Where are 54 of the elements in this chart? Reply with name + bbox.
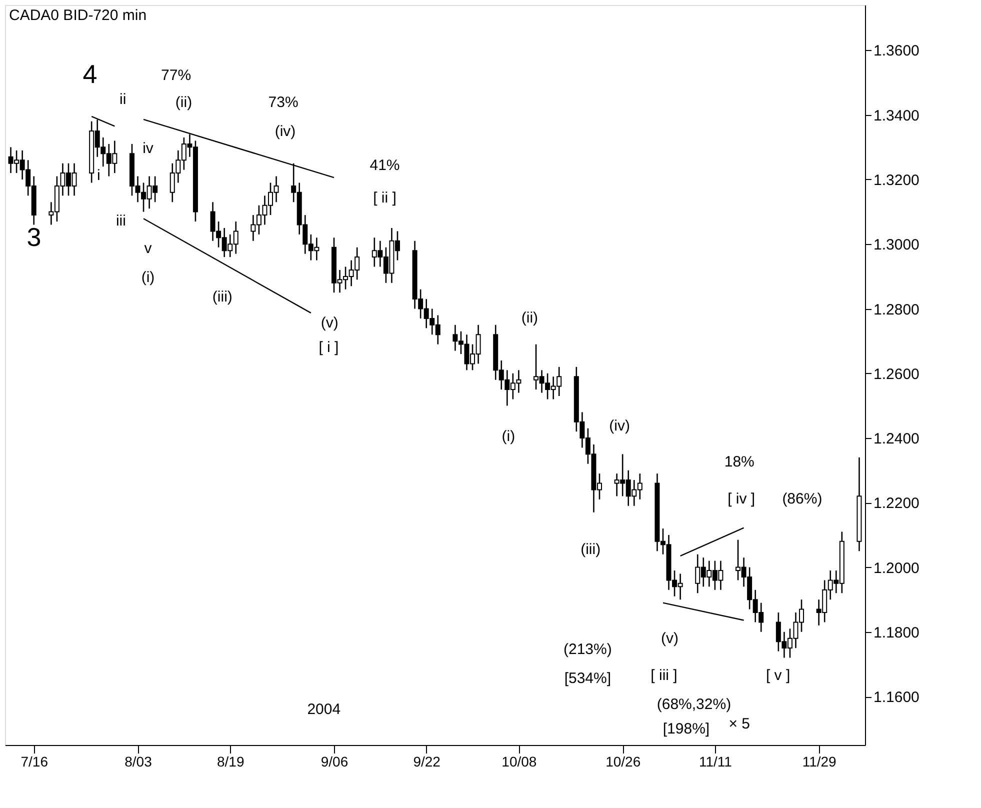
y-tick-label: 1.3600	[874, 42, 920, 60]
chart-title: CADA0 BID-720 min	[9, 7, 147, 24]
x-tick-label: 9/06	[320, 754, 348, 770]
x-tick-label: 11/11	[698, 754, 732, 770]
annotation: (i)	[141, 268, 155, 286]
annotation: (iii)	[580, 540, 601, 558]
y-tick-label: 1.1800	[874, 624, 920, 642]
x-tick-label: 7/16	[20, 754, 48, 770]
annotation: iv	[142, 140, 154, 157]
y-tick-label: 1.3200	[874, 172, 920, 189]
annotation: [ v ]	[766, 667, 790, 684]
annotation: (v)	[320, 314, 338, 332]
annotation: (ii)	[175, 94, 192, 112]
annotation: (213%)	[563, 640, 612, 658]
y-tick-label: 1.2200	[874, 495, 920, 512]
y-tick-label: 1.2600	[874, 366, 920, 383]
x-tick-label: 10/26	[606, 754, 641, 770]
annotation: [534%]	[564, 670, 612, 687]
annotation: iii	[116, 212, 126, 230]
annotation: (i)	[502, 428, 516, 446]
annotation: [ i ]	[318, 338, 339, 356]
y-tick-label: 1.2000	[874, 560, 920, 577]
y-tick-label: 1.3400	[874, 107, 920, 124]
annotation: (86%)	[782, 490, 822, 508]
y-tick-label: 1.2400	[874, 430, 920, 448]
annotation: [ ii ]	[373, 189, 396, 206]
annotation: × 5	[728, 716, 750, 733]
annotation: 73%	[268, 94, 298, 112]
annotation: 18%	[724, 453, 754, 470]
y-tick-label: 1.3000	[874, 236, 920, 254]
annotation: [ iii ]	[650, 667, 678, 684]
annotation: [198%]	[662, 720, 710, 738]
annotation: (iv)	[609, 418, 630, 434]
annotation: 41%	[370, 157, 400, 174]
x-tick-label: 10/08	[502, 754, 537, 770]
annotation: 4	[82, 58, 98, 89]
annotation: 77%	[161, 66, 192, 84]
annotation: ii	[120, 91, 126, 108]
y-tick-label: 1.2800	[874, 301, 920, 318]
annotation: (ii)	[521, 310, 538, 327]
x-tick-label: 8/03	[124, 754, 152, 770]
annotation: i	[97, 166, 100, 184]
annotation: 3	[26, 222, 42, 252]
x-tick-label: 8/19	[216, 754, 244, 770]
annotation: (68%,32%)	[656, 696, 732, 714]
x-tick-label: 9/22	[413, 754, 441, 770]
x-tick-label: 11/29	[802, 754, 837, 770]
annotation: [ iv ]	[728, 490, 756, 508]
annotation: v	[144, 240, 152, 257]
y-tick-label: 1.1600	[874, 689, 920, 706]
annotation: (iii)	[212, 288, 232, 306]
annotation: 2004	[307, 701, 341, 718]
annotation: (v)	[661, 630, 679, 648]
annotation: (iv)	[274, 123, 296, 140]
